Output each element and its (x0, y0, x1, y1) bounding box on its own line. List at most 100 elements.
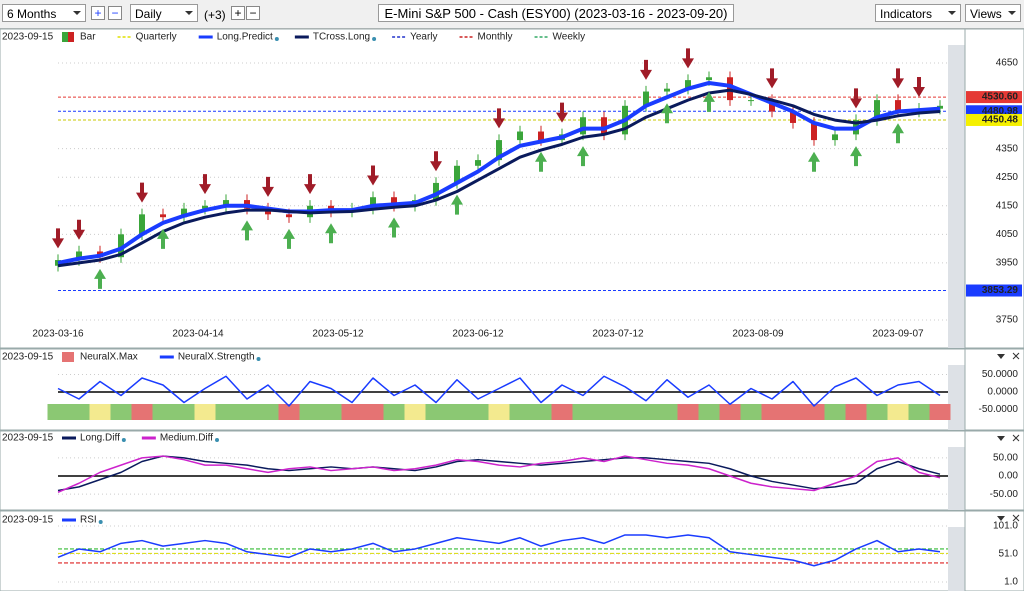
candle-body (139, 214, 145, 235)
legend-swatch (62, 352, 68, 362)
state-cell (299, 404, 321, 420)
y-tick-label: 50.00 (993, 453, 1018, 464)
zoom-in[interactable]: + (91, 6, 105, 20)
buy-arrow (94, 268, 106, 289)
state-cell (383, 404, 405, 420)
state-cell (320, 404, 342, 420)
candle-body (454, 165, 460, 183)
price-tag-label: 4530.60 (982, 92, 1019, 103)
x-tick-label: 2023-09-07 (872, 329, 924, 340)
legend-label: Bar (80, 32, 96, 43)
legend-label: Yearly (410, 32, 437, 43)
state-cell (677, 404, 699, 420)
offset-minus[interactable]: − (246, 6, 260, 20)
candle-body (286, 214, 292, 218)
state-cell (824, 404, 846, 420)
candle-body (685, 80, 691, 89)
legend-label: Long.Predict (217, 32, 273, 43)
buy-arrow (325, 223, 337, 244)
views-menu[interactable]: Views (965, 4, 1021, 22)
x-tick-label: 2023-05-12 (312, 329, 364, 340)
legend-swatch (68, 32, 74, 42)
buy-arrow (283, 228, 295, 249)
candle-body (643, 91, 649, 106)
state-cell (908, 404, 930, 420)
x-tick-label: 2023-04-14 (172, 329, 224, 340)
offset-plus[interactable]: + (231, 6, 245, 20)
panel-close (1012, 352, 1020, 360)
candle-body (517, 131, 523, 141)
legend-label: Weekly (553, 32, 586, 43)
buy-arrow (703, 91, 715, 112)
state-cell (68, 404, 90, 420)
future-area (948, 45, 965, 348)
legend-swatch (62, 32, 68, 42)
legend-label: Quarterly (136, 32, 177, 43)
candle-body (895, 100, 901, 112)
state-cell (215, 404, 237, 420)
candle-body (370, 197, 376, 209)
series-line (57, 455, 941, 492)
candle-body (202, 205, 208, 209)
chart-title: E-Mini S&P 500 - Cash (ESY00) (2023-03-1… (378, 4, 734, 22)
buy-arrow (157, 228, 169, 249)
buy-arrow (808, 151, 820, 172)
candle-body (874, 100, 880, 121)
candle-body (580, 117, 586, 135)
state-cell (866, 404, 888, 420)
legend-label: Medium.Diff (160, 433, 213, 444)
panel-date: 2023-09-15 (2, 352, 54, 363)
future-area (948, 527, 965, 591)
y-tick-label: 0.0000 (987, 387, 1018, 398)
state-cell (425, 404, 447, 420)
y-tick-label: 4050 (996, 229, 1019, 240)
y-tick-label: -50.00 (990, 489, 1019, 500)
sell-arrow (430, 151, 442, 172)
candle-body (937, 105, 943, 109)
x-tick-label: 2023-06-12 (452, 329, 504, 340)
panel-close (1012, 514, 1020, 522)
buy-arrow (577, 146, 589, 167)
y-tick-label: -50.0000 (979, 404, 1019, 415)
interval-select[interactable]: Daily (130, 4, 198, 22)
y-tick-label: 3750 (996, 315, 1019, 326)
state-cell (572, 404, 594, 420)
price-tag (966, 113, 1022, 126)
legend-swatch (68, 352, 74, 362)
candle-body (391, 197, 397, 206)
y-tick-label: 1.0 (1004, 577, 1018, 588)
candle-body (475, 160, 481, 166)
sell-arrow (682, 48, 694, 69)
series-line (57, 80, 941, 265)
sell-arrow (199, 174, 211, 195)
price-tag (966, 91, 1022, 104)
legend-label: TCross.Long (313, 32, 370, 43)
legend-label: RSI (80, 515, 97, 526)
toolbar: 6 Months + − Daily (+3) + − E-Mini S&P 5… (0, 0, 1024, 29)
indicators-menu[interactable]: Indicators (875, 4, 961, 22)
legend-dot (98, 520, 103, 524)
candle-body (538, 131, 544, 141)
state-cell (152, 404, 174, 420)
price-tag-label: 3853.29 (982, 285, 1019, 296)
state-cell (782, 404, 804, 420)
y-tick-label: 51.0 (999, 549, 1019, 560)
y-tick-label: 4250 (996, 172, 1019, 183)
state-cell (593, 404, 615, 420)
panel (0, 28, 1024, 349)
state-cell (887, 404, 909, 420)
candle-body (601, 117, 607, 135)
zoom-out[interactable]: − (108, 6, 122, 20)
panel-date: 2023-09-15 (2, 515, 54, 526)
y-tick-label: 50.0000 (982, 369, 1019, 380)
state-cell (929, 404, 951, 420)
sell-arrow (556, 102, 568, 123)
series-line (57, 88, 941, 268)
sell-arrow (73, 219, 85, 240)
state-cell (656, 404, 678, 420)
candle-body (748, 100, 754, 102)
period-select[interactable]: 6 Months (2, 4, 86, 22)
legend-label: Long.Diff (80, 433, 120, 444)
y-tick-label: 4350 (996, 143, 1019, 154)
